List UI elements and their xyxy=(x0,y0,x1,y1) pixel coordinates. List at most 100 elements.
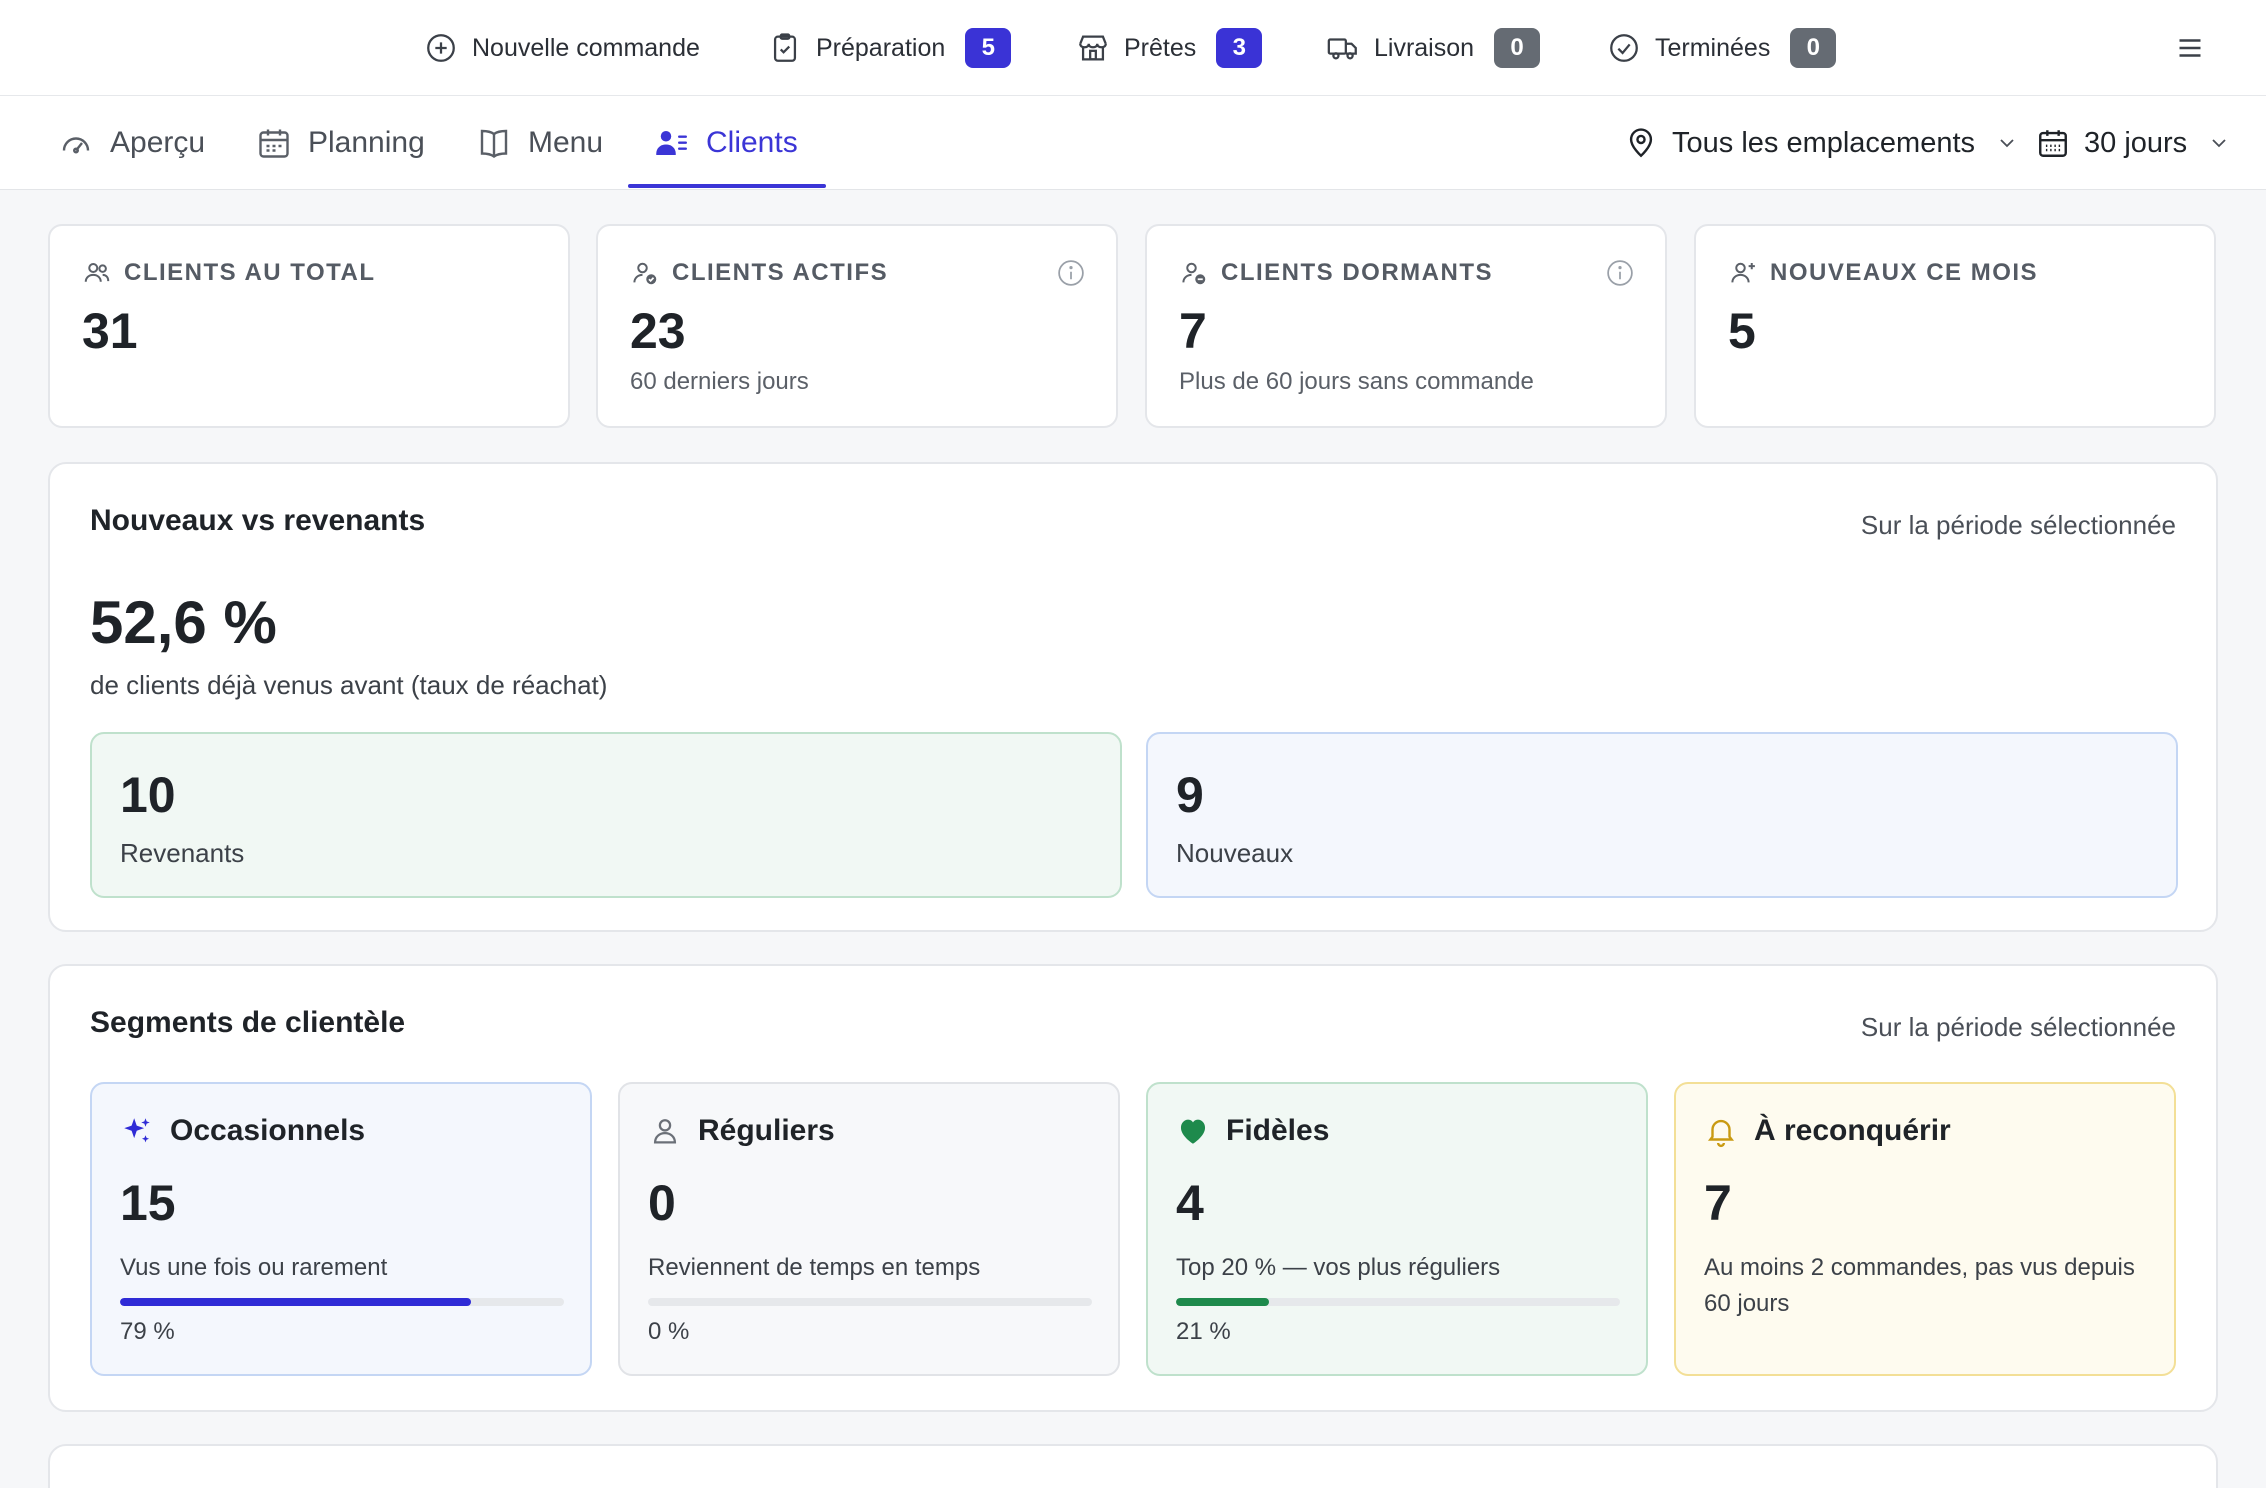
segment-percent: 0 % xyxy=(648,1318,690,1345)
stat-value: 23 xyxy=(630,303,686,359)
stat-card-new-this-month: NOUVEAUX CE MOIS 5 xyxy=(1694,224,2216,428)
bell-icon xyxy=(1704,1114,1738,1148)
store-icon xyxy=(1076,31,1110,65)
status-preparation-count: 5 xyxy=(965,28,1012,68)
status-done-label: Terminées xyxy=(1655,33,1771,62)
status-delivery-label: Livraison xyxy=(1374,33,1475,62)
period-filter[interactable]: 30 jours xyxy=(2036,118,2231,168)
stat-card-total-clients: CLIENTS AU TOTAL 31 xyxy=(48,224,570,428)
tab-planning[interactable]: Planning xyxy=(256,96,425,190)
truck-icon xyxy=(1326,31,1360,65)
chevron-down-icon xyxy=(2207,131,2231,155)
stat-sub: Plus de 60 jours sans commande xyxy=(1179,368,1534,395)
stat-label: NOUVEAUX CE MOIS xyxy=(1770,259,2039,286)
user-minus-icon xyxy=(1179,258,1209,288)
segment-desc: Top 20 % — vos plus réguliers xyxy=(1176,1254,1501,1281)
segment-win-back[interactable]: À reconquérir 7 Au moins 2 commandes, pa… xyxy=(1674,1082,2176,1376)
panel-title: Segments de clientèle xyxy=(90,1006,406,1039)
segment-progress-track xyxy=(120,1298,564,1306)
chevron-down-icon xyxy=(1995,131,2019,155)
segment-desc: Reviennent de temps en temps xyxy=(648,1254,981,1281)
panel-hint: Sur la période sélectionnée xyxy=(1860,1012,2176,1042)
new-order-label: Nouvelle commande xyxy=(472,33,700,62)
status-ready[interactable]: Prêtes 3 xyxy=(1076,24,1263,72)
sparkles-icon xyxy=(120,1114,154,1148)
period-filter-value: 30 jours xyxy=(2084,126,2188,159)
next-panel xyxy=(48,1444,2218,1488)
users-list-icon xyxy=(654,125,690,161)
order-status-bar: Nouvelle commande Préparation 5 Prêtes 3… xyxy=(0,0,2266,96)
new-vs-returning-panel: Nouveaux vs revenants Sur la période sél… xyxy=(48,462,2218,932)
returning-value: 10 xyxy=(120,767,176,823)
map-pin-icon xyxy=(1624,126,1658,160)
new-order-button[interactable]: Nouvelle commande xyxy=(424,24,700,72)
panel-hint: Sur la période sélectionnée xyxy=(1860,510,2176,540)
segment-percent: 21 % xyxy=(1176,1318,1231,1345)
segment-progress-track xyxy=(1176,1298,1620,1306)
tab-clients-label: Clients xyxy=(706,126,798,159)
segment-progress-track xyxy=(648,1298,1092,1306)
status-done-count: 0 xyxy=(1790,28,1837,68)
tab-menu[interactable]: Menu xyxy=(476,96,603,190)
clipboard-icon xyxy=(768,31,802,65)
tab-menu-label: Menu xyxy=(528,126,604,159)
status-done[interactable]: Terminées 0 xyxy=(1607,24,1837,72)
gauge-icon xyxy=(58,125,94,161)
status-delivery-count: 0 xyxy=(1494,28,1541,68)
segment-name: Réguliers xyxy=(698,1114,835,1147)
plus-circle-icon xyxy=(424,31,458,65)
tab-bar: Aperçu Planning Menu Clients Tous les em… xyxy=(0,96,2266,190)
segment-progress-fill xyxy=(1176,1298,1270,1306)
info-icon[interactable] xyxy=(1056,258,1086,288)
user-check-icon xyxy=(630,258,660,288)
status-preparation[interactable]: Préparation 5 xyxy=(768,24,1012,72)
stat-sub: 60 derniers jours xyxy=(630,368,809,395)
segment-value: 0 xyxy=(648,1175,676,1231)
heart-icon xyxy=(1176,1114,1210,1148)
segment-desc: Au moins 2 commandes, pas vus depuis 60 … xyxy=(1704,1254,2135,1317)
book-icon xyxy=(476,125,512,161)
segment-name: À reconquérir xyxy=(1754,1114,1951,1147)
status-preparation-label: Préparation xyxy=(816,33,946,62)
segment-progress-fill xyxy=(120,1298,471,1306)
stat-label: CLIENTS ACTIFS xyxy=(672,259,889,286)
tab-planning-label: Planning xyxy=(308,126,425,159)
stat-card-dormant-clients: CLIENTS DORMANTS 7 Plus de 60 jours sans… xyxy=(1145,224,1667,428)
status-ready-count: 3 xyxy=(1216,28,1263,68)
tab-apercu[interactable]: Aperçu xyxy=(58,96,205,190)
segment-regular[interactable]: Réguliers 0 Reviennent de temps en temps… xyxy=(618,1082,1120,1376)
calendar-grid-icon xyxy=(2036,126,2070,160)
user-plus-icon xyxy=(1728,258,1758,288)
location-filter[interactable]: Tous les emplacements xyxy=(1624,118,2019,168)
active-tab-indicator xyxy=(628,184,826,188)
segment-value: 7 xyxy=(1704,1175,1732,1231)
hamburger-menu-icon[interactable] xyxy=(2172,30,2208,66)
segment-value: 4 xyxy=(1176,1175,1204,1231)
stat-value: 31 xyxy=(82,303,138,359)
user-icon xyxy=(648,1114,682,1148)
segment-desc: Vus une fois ou rarement xyxy=(120,1254,388,1281)
segment-value: 15 xyxy=(120,1175,176,1231)
segment-name: Fidèles xyxy=(1226,1114,1330,1147)
stat-card-active-clients: CLIENTS ACTIFS 23 60 derniers jours xyxy=(596,224,1118,428)
segment-occasional[interactable]: Occasionnels 15 Vus une fois ou rarement… xyxy=(90,1082,592,1376)
segment-loyal[interactable]: Fidèles 4 Top 20 % — vos plus réguliers … xyxy=(1146,1082,1648,1376)
returning-box: 10 Revenants xyxy=(90,732,1122,898)
check-circle-icon xyxy=(1607,31,1641,65)
repurchase-caption: de clients déjà venus avant (taux de réa… xyxy=(90,670,608,700)
panel-title: Nouveaux vs revenants xyxy=(90,504,426,537)
status-ready-label: Prêtes xyxy=(1124,33,1197,62)
users-icon xyxy=(82,258,112,288)
new-value: 9 xyxy=(1176,767,1204,823)
new-label: Nouveaux xyxy=(1176,838,1294,868)
tab-apercu-label: Aperçu xyxy=(110,126,206,159)
info-icon[interactable] xyxy=(1605,258,1635,288)
returning-label: Revenants xyxy=(120,838,245,868)
status-delivery[interactable]: Livraison 0 xyxy=(1326,24,1541,72)
stat-label: CLIENTS DORMANTS xyxy=(1221,259,1493,286)
stat-label: CLIENTS AU TOTAL xyxy=(124,259,376,286)
segment-percent: 79 % xyxy=(120,1318,175,1345)
customer-segments-panel: Segments de clientèle Sur la période sél… xyxy=(48,964,2218,1412)
location-filter-value: Tous les emplacements xyxy=(1672,126,1976,159)
tab-clients[interactable]: Clients xyxy=(654,96,798,190)
